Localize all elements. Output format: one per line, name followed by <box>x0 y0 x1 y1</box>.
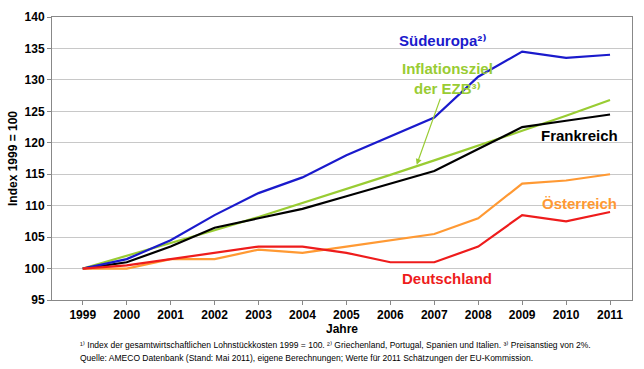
svg-text:135: 135 <box>25 42 45 56</box>
svg-text:2000: 2000 <box>113 308 140 322</box>
svg-text:Inflationszielder EZB³⁾: Inflationszielder EZB³⁾ <box>402 60 493 97</box>
svg-text:2009: 2009 <box>509 308 536 322</box>
svg-text:120: 120 <box>25 136 45 150</box>
svg-text:Deutschland: Deutschland <box>402 270 492 287</box>
svg-text:2008: 2008 <box>465 308 492 322</box>
svg-text:2006: 2006 <box>377 308 404 322</box>
svg-text:105: 105 <box>25 230 45 244</box>
svg-text:2010: 2010 <box>553 308 580 322</box>
svg-text:2003: 2003 <box>245 308 272 322</box>
svg-text:1999: 1999 <box>69 308 96 322</box>
svg-text:140: 140 <box>25 10 45 24</box>
svg-text:Index 1999 = 100: Index 1999 = 100 <box>6 111 20 206</box>
svg-text:110: 110 <box>25 199 45 213</box>
svg-text:2001: 2001 <box>157 308 184 322</box>
svg-text:Jahre: Jahre <box>326 322 358 336</box>
svg-text:2007: 2007 <box>421 308 448 322</box>
svg-text:130: 130 <box>25 73 45 87</box>
svg-text:2011: 2011 <box>597 308 623 322</box>
svg-text:2002: 2002 <box>201 308 228 322</box>
svg-text:125: 125 <box>25 105 45 119</box>
svg-text:95: 95 <box>31 293 45 307</box>
svg-text:2005: 2005 <box>333 308 360 322</box>
svg-text:¹⁾ Index der gesamtwirtschaftl: ¹⁾ Index der gesamtwirtschaftlichen Lohn… <box>80 340 591 350</box>
svg-text:Frankreich: Frankreich <box>541 127 618 144</box>
svg-text:Österreich: Österreich <box>542 195 617 212</box>
svg-text:Quelle: AMECO Datenbank (Stand: Quelle: AMECO Datenbank (Stand: Mai 2011… <box>80 353 533 363</box>
svg-text:Südeuropa²⁾: Südeuropa²⁾ <box>399 32 487 49</box>
svg-text:115: 115 <box>25 167 45 181</box>
svg-text:100: 100 <box>25 262 45 276</box>
svg-text:2004: 2004 <box>289 308 316 322</box>
